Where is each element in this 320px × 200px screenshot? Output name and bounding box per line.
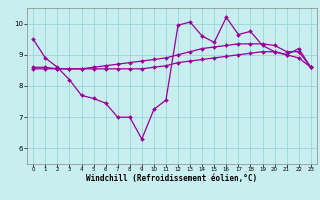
X-axis label: Windchill (Refroidissement éolien,°C): Windchill (Refroidissement éolien,°C) xyxy=(86,174,258,183)
